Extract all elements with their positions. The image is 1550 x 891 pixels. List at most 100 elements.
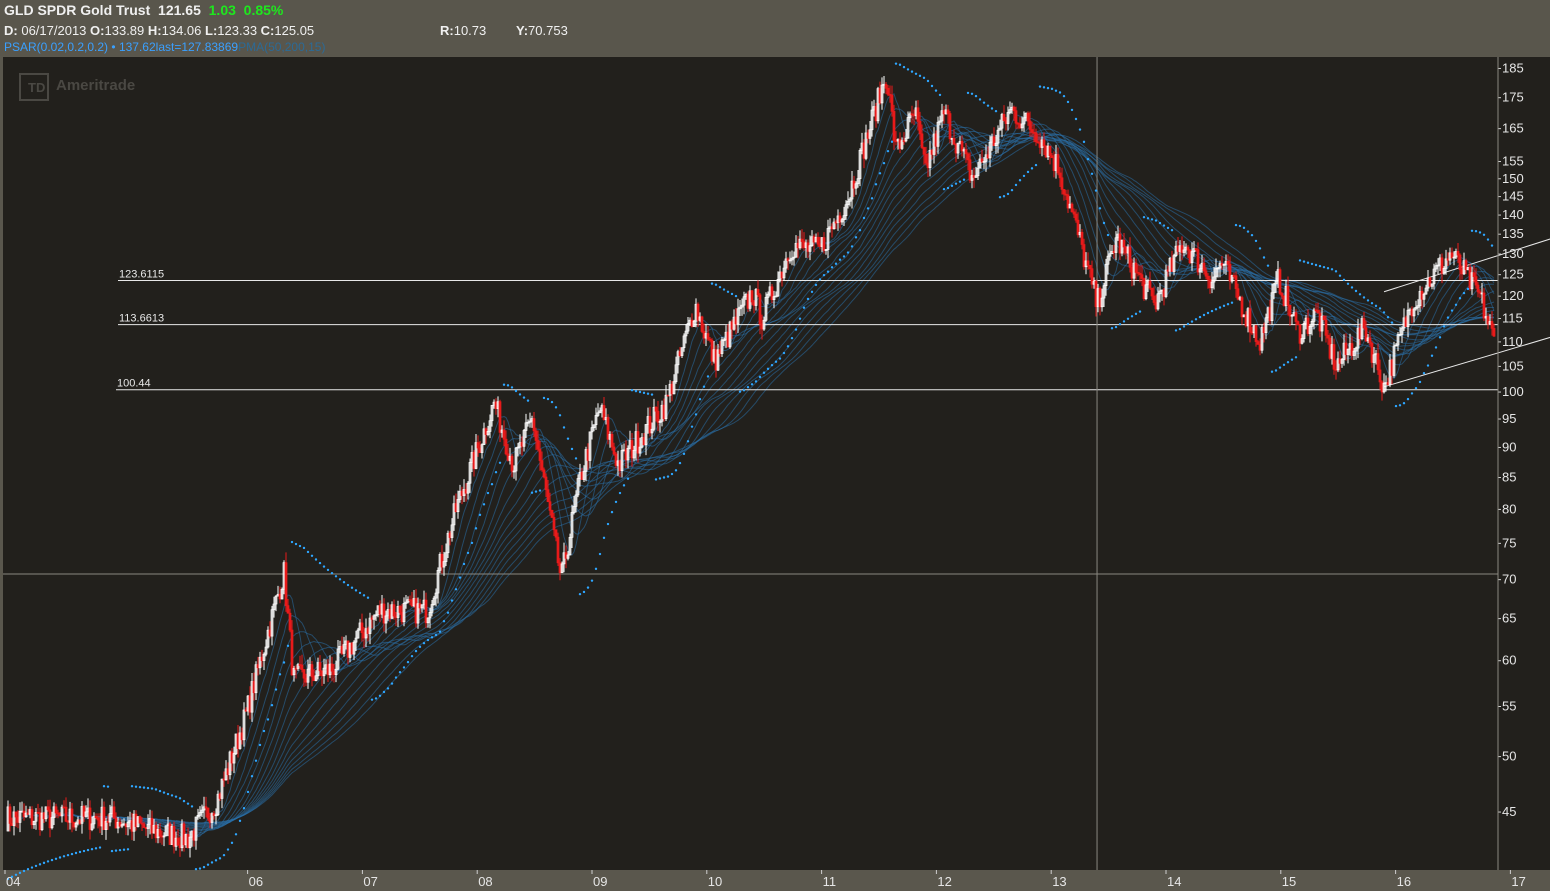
candle-body <box>1294 312 1298 322</box>
psar-dot <box>934 89 938 92</box>
plot-area[interactable] <box>3 57 1498 870</box>
channel-line <box>1383 336 1550 388</box>
psar-dot <box>1318 264 1322 268</box>
candle-body <box>354 637 358 643</box>
candle-body <box>1026 112 1030 122</box>
psar-dot <box>194 867 198 871</box>
candle-body <box>432 597 436 605</box>
psar-dot <box>438 630 442 633</box>
psar-dot <box>662 476 666 479</box>
candle-body <box>1360 318 1364 339</box>
candle-body <box>352 641 356 655</box>
horizontal-lines: 123.6115 113.6613 100.44 <box>116 269 1498 391</box>
psar-dot <box>1102 221 1106 225</box>
candle-body <box>452 503 456 526</box>
candle-body <box>906 117 910 139</box>
candle-body <box>1196 249 1200 273</box>
candle-body <box>1364 327 1368 342</box>
psar-dot <box>1442 325 1446 328</box>
candle-body <box>970 175 974 181</box>
psar-dot <box>262 729 266 733</box>
psar-dot <box>238 819 242 823</box>
psar-dot <box>1142 215 1146 219</box>
psar-dot <box>950 184 954 188</box>
psar-dot <box>258 743 262 747</box>
psar-dot <box>190 805 194 808</box>
candle-body <box>738 306 742 310</box>
candle-body <box>956 142 960 154</box>
candle-body <box>1312 309 1316 322</box>
psar-dot <box>538 489 542 492</box>
candle-body <box>1414 307 1418 310</box>
psar-dot <box>878 172 882 175</box>
psar-dot <box>206 863 210 866</box>
psar-dot <box>786 345 790 348</box>
candle-body <box>1020 123 1024 129</box>
candle-body <box>976 167 980 177</box>
candle-body <box>292 667 296 676</box>
candle-body <box>1194 248 1198 250</box>
psar-dot <box>1166 226 1170 230</box>
psar-dot <box>254 759 258 762</box>
candle-body <box>1204 270 1208 277</box>
candle-body <box>306 668 310 683</box>
candle-body <box>1346 348 1350 355</box>
candle-body <box>88 807 92 830</box>
candle-body <box>302 669 306 679</box>
psar-label[interactable]: PSAR(0.02,0.2,0.2) <box>4 40 109 54</box>
candle-body <box>1442 268 1446 274</box>
candle-body <box>446 532 450 554</box>
psar-dot <box>774 360 778 363</box>
candle-body <box>374 614 378 617</box>
candle-body <box>658 420 662 423</box>
psar-dot <box>294 542 298 546</box>
ohlc-row: D: 06/17/2013 O:133.89 H:134.06 L:123.33… <box>4 23 314 38</box>
psar-dot <box>1206 311 1210 315</box>
candle-body <box>1336 358 1340 371</box>
psar-dot <box>674 469 678 472</box>
candle-body <box>360 622 364 634</box>
candle-body <box>870 109 874 131</box>
psar-dot <box>378 694 382 697</box>
candle-body <box>1396 334 1400 346</box>
candle-body <box>754 289 758 306</box>
candle-body <box>1148 280 1152 289</box>
psar-dot <box>406 660 410 664</box>
candle-body <box>1210 281 1214 289</box>
candle-body <box>1076 219 1080 236</box>
candle-body <box>1062 189 1066 195</box>
psar-dot <box>1434 346 1438 349</box>
psar-dot <box>306 550 310 554</box>
psar-dot <box>1310 262 1314 266</box>
candle-body <box>1158 290 1162 295</box>
psar-dot <box>414 649 418 653</box>
psar-dot <box>1226 303 1230 306</box>
candle-body <box>300 664 304 670</box>
candle-body <box>708 338 712 341</box>
price-axis[interactable] <box>1498 57 1550 870</box>
x-tick-label: 06 <box>249 874 263 889</box>
psar-dot <box>1374 304 1378 308</box>
candle-body <box>314 675 318 682</box>
psar-dot <box>310 554 314 557</box>
pma-label[interactable]: PMA(50,200,15) <box>238 40 326 54</box>
candle-body <box>826 228 830 250</box>
candle-body <box>1042 139 1046 147</box>
candle-body <box>1186 246 1190 251</box>
psar-dot <box>1154 219 1158 222</box>
psar-dot <box>1294 356 1298 359</box>
psar-dot <box>1170 229 1174 232</box>
psar-dot <box>382 690 386 694</box>
candles <box>6 76 1496 858</box>
candle-body <box>1260 327 1264 351</box>
psar-dot <box>966 91 970 95</box>
psar-dot <box>570 447 574 451</box>
candle-body <box>740 304 744 308</box>
psar-dot <box>210 861 214 864</box>
candle-body <box>1012 106 1016 112</box>
psar-dot <box>1390 321 1394 324</box>
candle-body <box>1296 321 1300 326</box>
y-label: Y: <box>516 23 529 38</box>
psar-dot <box>718 285 722 289</box>
